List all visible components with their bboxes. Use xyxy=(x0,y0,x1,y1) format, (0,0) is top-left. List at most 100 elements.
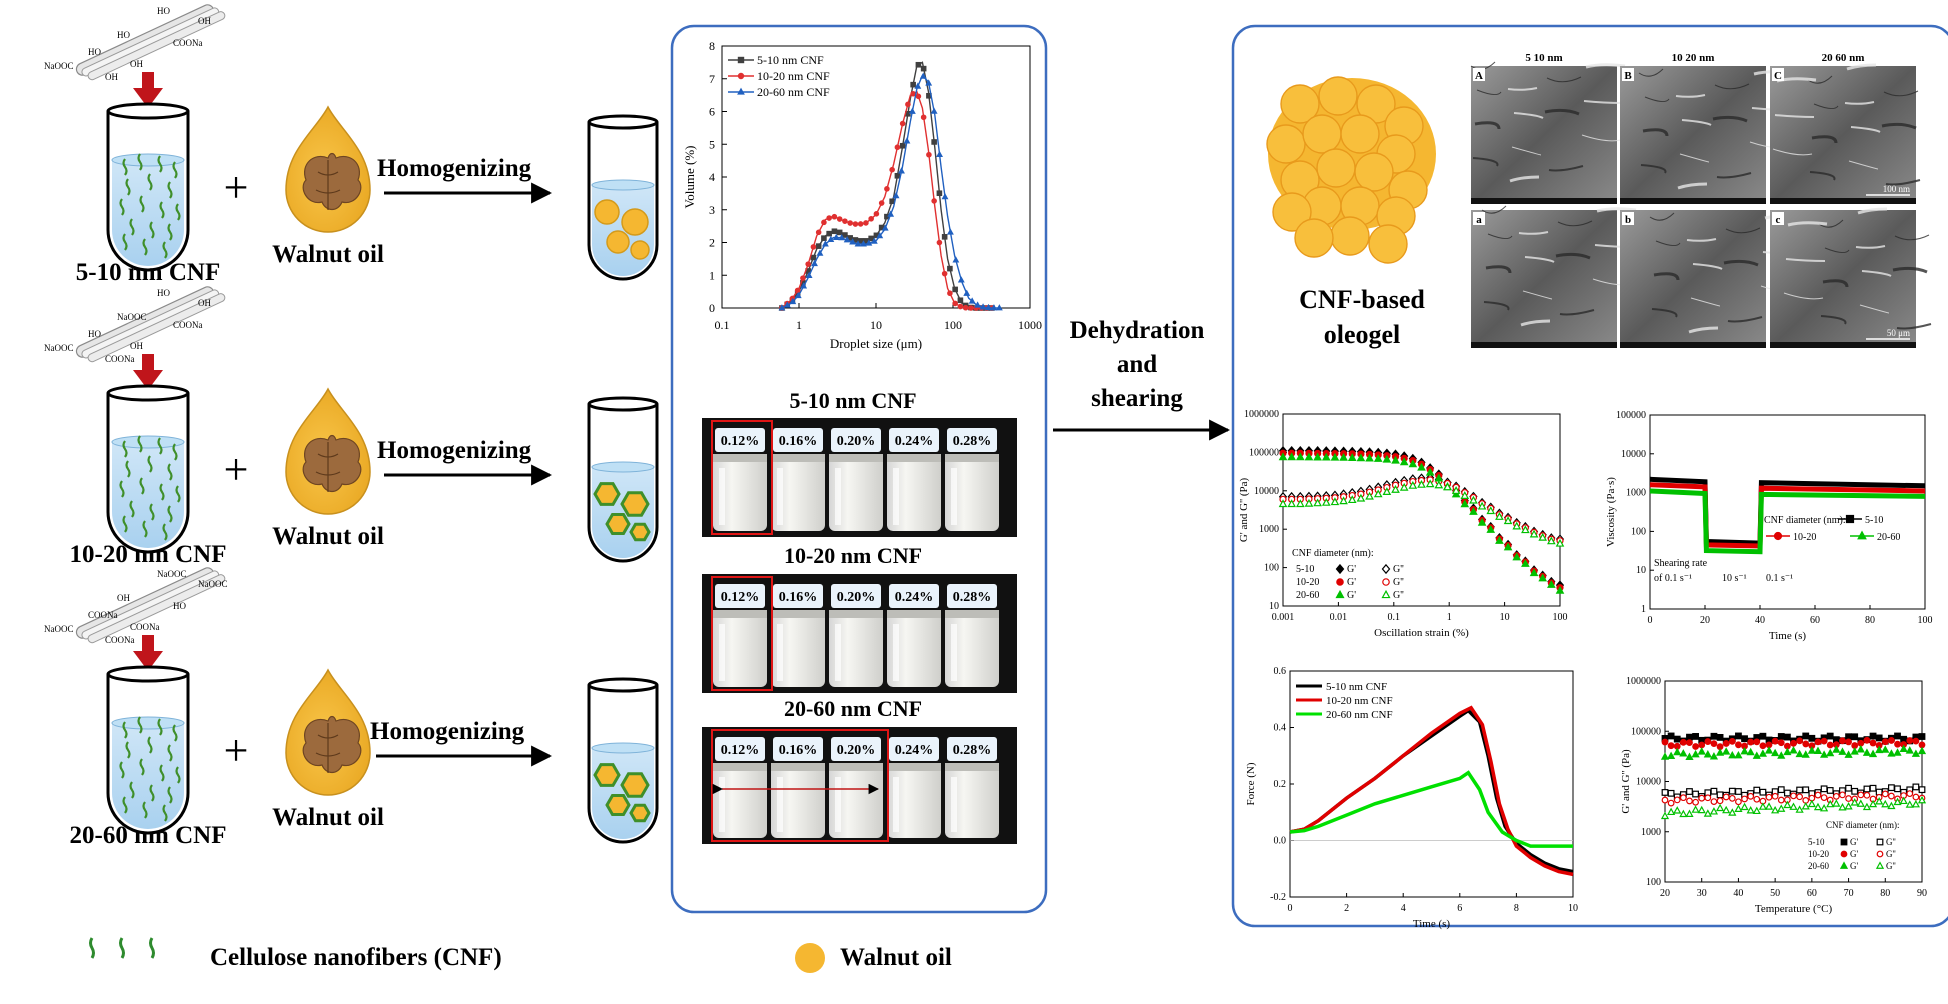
legend-marker xyxy=(1773,531,1783,541)
data-point xyxy=(1826,741,1834,749)
chem-label: COONa xyxy=(88,610,118,620)
jar: 0.12% xyxy=(713,737,767,838)
data-point xyxy=(1826,748,1835,757)
x-tick-label: 10 xyxy=(1500,612,1510,623)
data-point xyxy=(1679,794,1687,802)
data-point xyxy=(1899,796,1908,805)
oleogel-label-line-1: CNF-based xyxy=(1299,285,1425,314)
data-point xyxy=(881,224,889,231)
jar-label: 0.20% xyxy=(837,590,876,605)
data-point xyxy=(1802,740,1810,748)
jar: 0.24% xyxy=(887,428,941,531)
data-point xyxy=(794,291,802,299)
data-point xyxy=(952,286,958,293)
data-point xyxy=(843,236,851,243)
y-axis-label: Force (N) xyxy=(1245,762,1257,805)
data-point xyxy=(1660,752,1670,760)
data-point xyxy=(1863,736,1871,744)
jar-label: 0.20% xyxy=(837,743,876,758)
data-point xyxy=(1295,499,1305,508)
data-point xyxy=(868,215,874,222)
data-point xyxy=(1845,795,1852,802)
data-point xyxy=(1692,743,1699,750)
legend-title: CNF diameter (nm): xyxy=(1826,820,1900,830)
walnut-oil-drop-icon xyxy=(285,387,371,515)
data-point xyxy=(1538,573,1548,582)
data-point xyxy=(962,304,969,311)
data-point xyxy=(826,215,832,221)
legend-marker xyxy=(1840,838,1848,846)
data-point xyxy=(1547,536,1556,545)
data-point xyxy=(816,249,824,256)
legend-marker xyxy=(1857,530,1867,540)
data-point xyxy=(1851,733,1859,741)
data-point xyxy=(1673,747,1682,756)
data-point xyxy=(1777,751,1786,759)
x-tick-label: 2 xyxy=(1344,903,1349,914)
legend-marker xyxy=(1876,850,1884,858)
data-point xyxy=(957,276,965,283)
data-point xyxy=(1905,800,1914,808)
x-tick-label: 1000 xyxy=(1018,318,1042,332)
data-point xyxy=(920,65,927,72)
legend-label: G'' xyxy=(1393,564,1404,575)
oil-droplet xyxy=(1266,124,1306,164)
series-6 xyxy=(1278,479,1565,547)
data-point xyxy=(898,167,905,174)
data-point xyxy=(1451,486,1461,494)
data-point xyxy=(1912,737,1920,745)
data-point xyxy=(941,270,948,277)
legend-label: G'' xyxy=(1393,590,1404,601)
data-point xyxy=(831,213,838,220)
cnf-legend-icon xyxy=(89,937,155,959)
data-point xyxy=(1715,803,1725,812)
data-point xyxy=(1783,800,1792,809)
data-point xyxy=(836,229,843,236)
test-tube-icon xyxy=(106,384,190,554)
data-point xyxy=(1685,752,1694,761)
data-point xyxy=(778,304,786,311)
sem-panel-letter: b xyxy=(1625,214,1631,226)
data-point xyxy=(926,151,932,158)
data-point xyxy=(884,186,890,192)
series-line xyxy=(781,74,1000,309)
data-point xyxy=(1746,747,1755,756)
series-3 xyxy=(1279,449,1564,592)
jar: 0.12% xyxy=(713,428,767,531)
sem-image: a xyxy=(1471,205,1637,348)
data-point xyxy=(920,114,927,121)
emulsion-tube-icon xyxy=(587,677,659,844)
chem-label: HO xyxy=(157,288,170,298)
series-1: 5-10 nm CNF xyxy=(1289,681,1574,874)
data-point xyxy=(1789,802,1798,810)
data-point xyxy=(1686,733,1693,741)
series-line xyxy=(1649,476,1926,546)
data-point xyxy=(800,275,806,281)
data-point xyxy=(936,239,943,246)
data-point xyxy=(1777,804,1786,812)
test-tube-icon xyxy=(106,102,190,272)
legend-marker xyxy=(1381,589,1391,599)
y-tick-label: 1000 xyxy=(1626,488,1646,499)
data-point xyxy=(1661,738,1669,746)
data-point xyxy=(1722,805,1731,814)
data-point xyxy=(1863,791,1871,799)
x-tick-label: 40 xyxy=(1755,615,1765,626)
data-point xyxy=(894,144,901,151)
data-point xyxy=(910,81,916,88)
legend-label: 5-10 xyxy=(1808,837,1825,847)
sem-image: B xyxy=(1620,66,1794,204)
center-panel-frame xyxy=(670,24,1048,914)
y-tick-label: 10000 xyxy=(1621,449,1646,460)
data-point xyxy=(842,232,848,238)
data-point xyxy=(910,90,916,97)
data-point xyxy=(831,228,838,235)
data-point xyxy=(1373,454,1383,462)
data-point xyxy=(1746,806,1755,814)
walnut-oil-label: Walnut oil xyxy=(272,804,384,831)
sem-column-header: 5 10 nm xyxy=(1525,52,1562,64)
y-tick-label: 100 xyxy=(1264,563,1279,574)
x-tick-label: 20 xyxy=(1700,615,1710,626)
y-axis-label: Volume (%) xyxy=(682,146,697,209)
data-point xyxy=(1790,792,1797,800)
